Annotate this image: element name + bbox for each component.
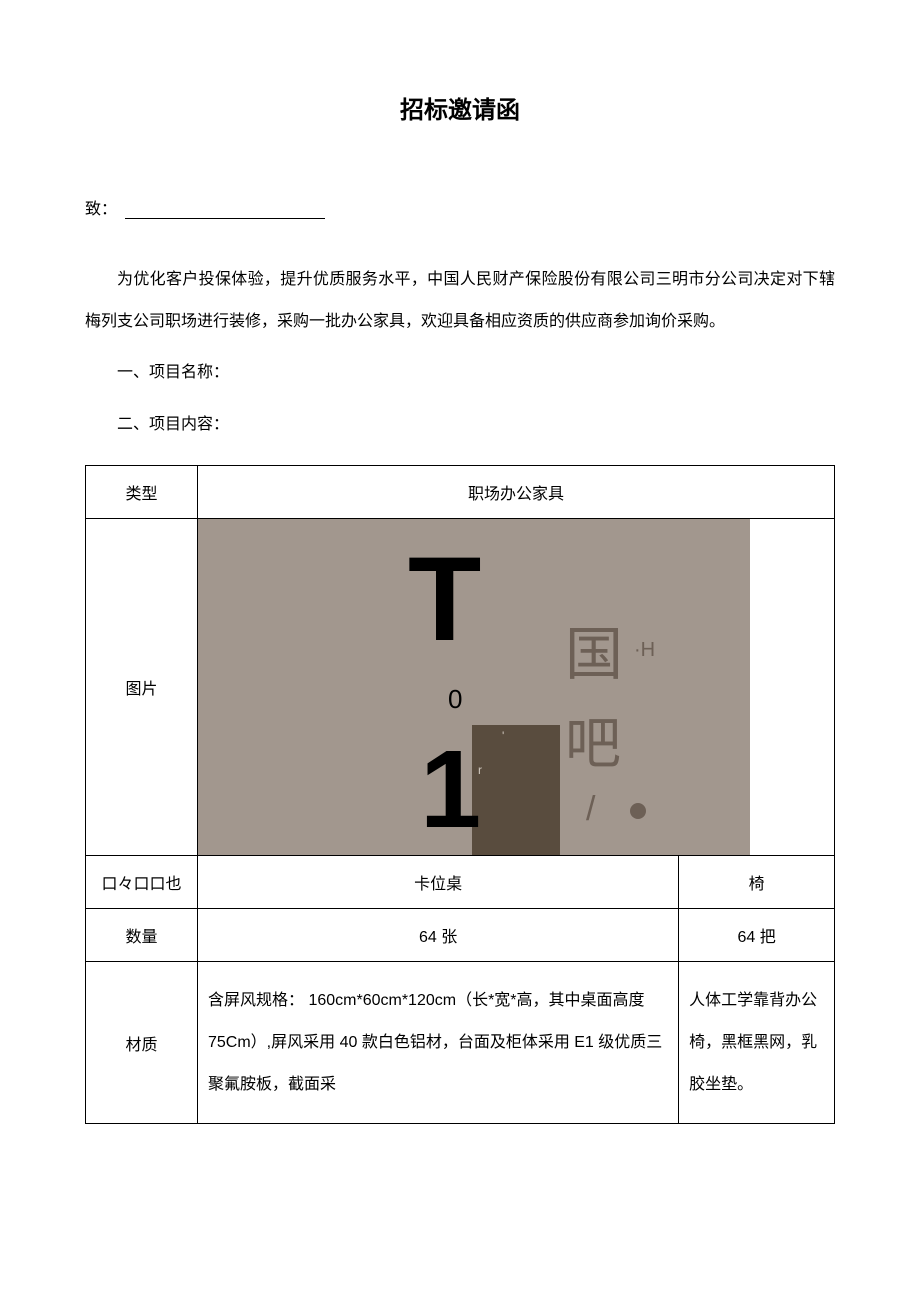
cell-product-desk: 卡位桌: [198, 856, 679, 909]
salutation: 致：: [85, 195, 835, 219]
section-1-heading: 一、项目名称：: [85, 352, 835, 394]
section-2-heading: 二、项目内容：: [85, 404, 835, 446]
placeholder-glyph-ba: 吧: [565, 699, 621, 780]
table-row-material: 材质 含屏风规格： 160cm*60cm*120cm（长*宽*高，其中桌面高度 …: [86, 962, 835, 1124]
cell-qty-desk: 64 张: [198, 909, 679, 962]
intro-paragraph: 为优化客户投保体验，提升优质服务水平，中国人民财产保险股份有限公司三明市分公司决…: [85, 259, 835, 342]
cell-material-label: 材质: [86, 962, 198, 1124]
placeholder-glyph-t: T: [408, 539, 481, 659]
cell-type-value: 职场办公家具: [198, 466, 835, 519]
placeholder-dot-icon: [630, 803, 646, 819]
furniture-image-placeholder: T 0 ' r 1 国 ·H 吧 /: [198, 519, 750, 855]
cell-product-chair: 椅: [679, 856, 835, 909]
cell-material-chair: 人体工学靠背办公椅，黑框黑网，乳胶坐垫。: [679, 962, 835, 1124]
placeholder-glyph-slash: /: [586, 790, 595, 829]
cell-image-label: 图片: [86, 519, 198, 856]
placeholder-glyph-h: ·H: [634, 639, 655, 662]
spec-table: 类型 职场办公家具 图片 T 0 ' r 1 国 ·H 吧 / 口々口口也 卡位…: [85, 465, 835, 1124]
salutation-blank-line: [125, 218, 325, 219]
placeholder-tick-1: ': [502, 729, 504, 743]
table-row-quantity: 数量 64 张 64 把: [86, 909, 835, 962]
cell-qty-label: 数量: [86, 909, 198, 962]
placeholder-glyph-guo: 国: [565, 607, 623, 691]
table-row-type: 类型 职场办公家具: [86, 466, 835, 519]
document-title: 招标邀请函: [85, 90, 835, 125]
cell-type-label: 类型: [86, 466, 198, 519]
cell-material-desk: 含屏风规格： 160cm*60cm*120cm（长*宽*高，其中桌面高度 75C…: [198, 962, 679, 1124]
placeholder-glyph-1: 1: [420, 735, 481, 845]
table-row-image: 图片 T 0 ' r 1 国 ·H 吧 /: [86, 519, 835, 856]
cell-image-value: T 0 ' r 1 国 ·H 吧 /: [198, 519, 835, 856]
cell-qty-chair: 64 把: [679, 909, 835, 962]
cell-product-label: 口々口口也: [86, 856, 198, 909]
table-row-product: 口々口口也 卡位桌 椅: [86, 856, 835, 909]
placeholder-glyph-0: 0: [448, 684, 462, 715]
placeholder-dark-block: [472, 725, 560, 855]
salutation-label: 致：: [85, 201, 117, 218]
